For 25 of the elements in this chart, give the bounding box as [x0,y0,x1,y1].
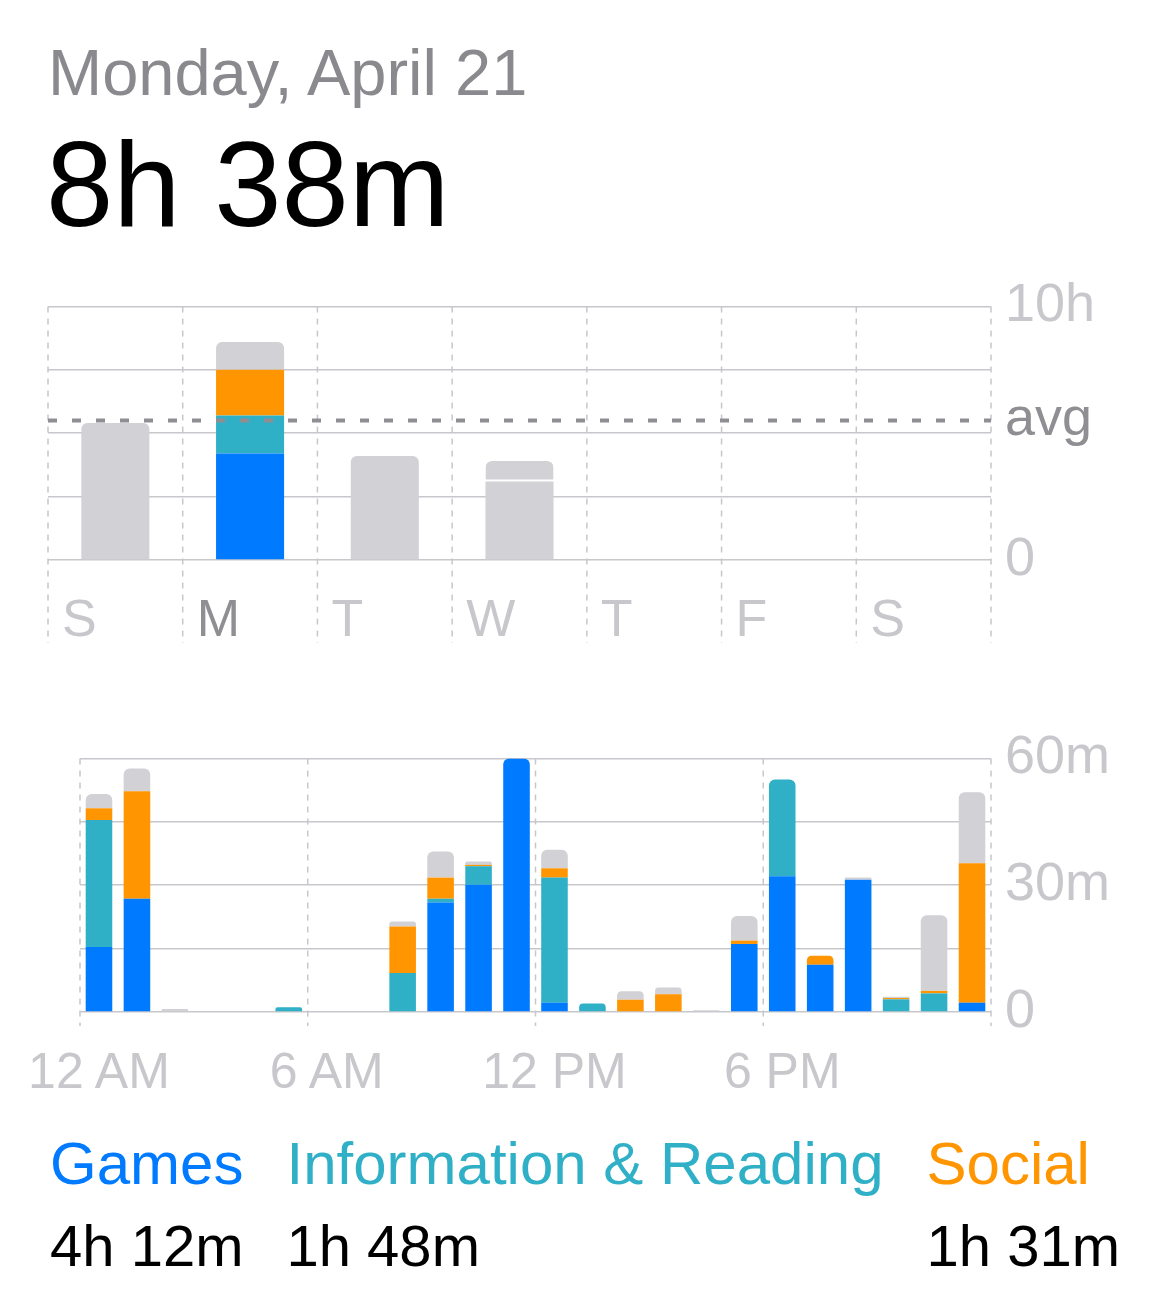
ref-line-label: avg [1005,386,1093,447]
chart-title: Monday, April 21 [48,36,528,109]
text: 1h 31m [926,1213,1120,1278]
text: 4h 12m [50,1213,244,1278]
y-tick-label: 0 [1005,977,1036,1038]
y-tick-label: 10h [1005,272,1096,333]
chart-subtitle: 8h 38m [46,116,450,252]
y-tick-label: 30m [1005,851,1111,912]
x-tick-label: S [870,588,905,647]
text: Social [926,1130,1090,1197]
text: 1h 48m [286,1213,480,1278]
x-tick-label: M [196,588,241,647]
y-tick-label: 60m [1005,724,1111,785]
x-tick-label: F [735,588,768,647]
x-tick-label: T [600,588,633,647]
x-tick-label: 12 PM [482,1042,627,1099]
x-tick-label: 12 AM [28,1042,170,1099]
x-tick-label: 6 AM [269,1042,384,1099]
text: Games [50,1130,244,1197]
y-tick-label: 0 [1005,525,1036,586]
series-label: Information & Reading [286,1130,884,1197]
x-tick-label: S [62,588,97,647]
x-tick-label: W [466,588,516,647]
x-tick-label: T [331,588,364,647]
x-tick-label: 6 PM [723,1042,841,1099]
